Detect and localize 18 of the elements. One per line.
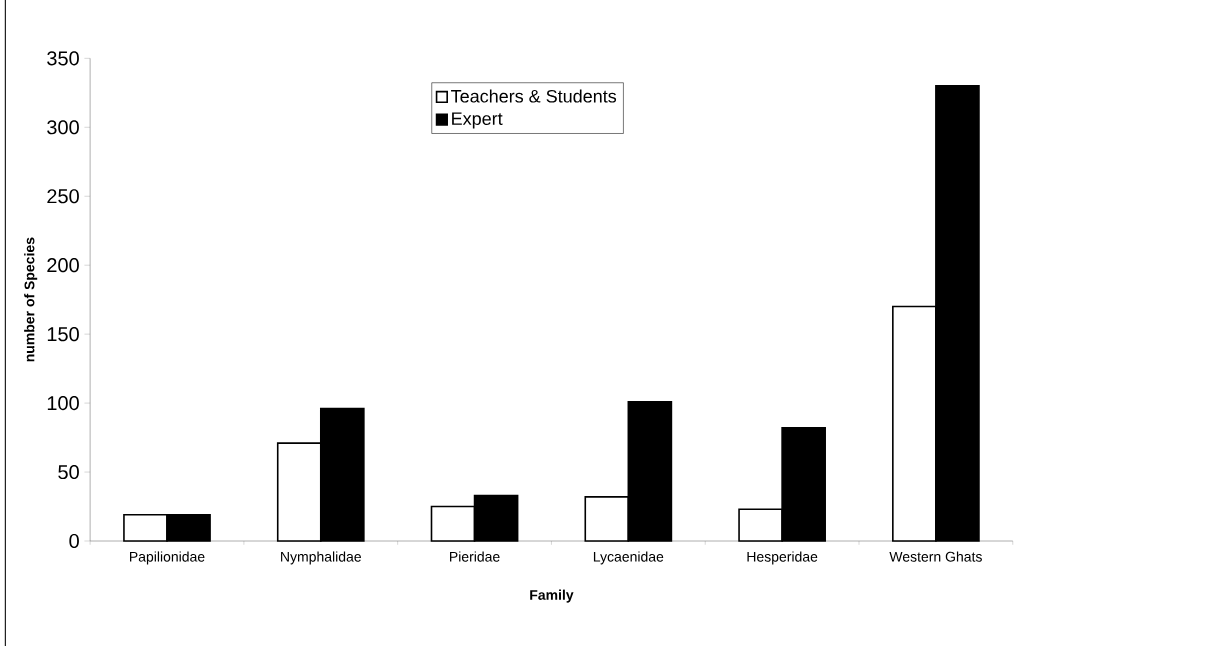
x-tick-label: Nymphalidae xyxy=(281,551,361,565)
x-axis-title: Family xyxy=(530,589,574,603)
y-tick-label: 200 xyxy=(47,258,79,273)
x-tick-label: Lycaenidae xyxy=(593,551,664,565)
x-tick-label: Papilionidae xyxy=(130,551,205,565)
y-tick-label: 150 xyxy=(47,327,79,342)
y-tick-label: 300 xyxy=(47,120,79,135)
x-tick-label: Hesperidae xyxy=(747,551,818,565)
legend-label: Expert xyxy=(452,112,503,129)
legend-label: Teachers & Students xyxy=(451,89,617,103)
y-tick-label: 50 xyxy=(58,464,79,480)
y-tick-label: 350 xyxy=(47,51,79,66)
y-tick-label: 250 xyxy=(47,189,79,204)
y-tick-label: 100 xyxy=(47,396,79,411)
y-axis-title: number of Species xyxy=(24,237,38,362)
x-tick-label: Western Ghats xyxy=(889,551,982,562)
y-tick-label: 0 xyxy=(69,533,79,549)
x-tick-label: Pieridae xyxy=(450,551,500,562)
